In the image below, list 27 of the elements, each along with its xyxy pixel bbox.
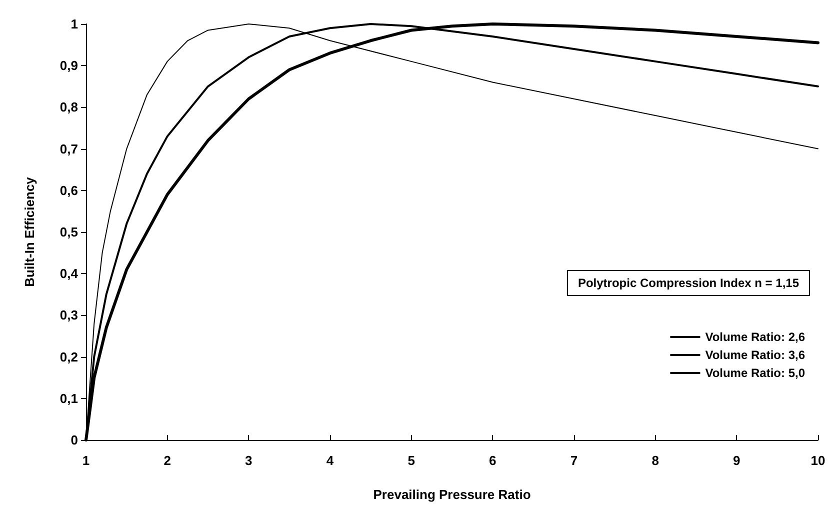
x-tick-label: 5 <box>408 453 415 468</box>
x-tick-label: 1 <box>82 453 90 468</box>
y-tick-label: 0,3 <box>60 308 78 323</box>
x-tick-label: 7 <box>570 453 578 468</box>
y-tick-label: 0,7 <box>60 141 78 156</box>
y-tick-label: 0,4 <box>60 266 79 282</box>
y-tick-label: 0,5 <box>60 224 78 240</box>
y-tick-label: 0,2 <box>60 349 78 364</box>
legend-label: Volume Ratio: 2,6 <box>705 330 806 344</box>
x-tick-label: 3 <box>245 453 252 468</box>
x-tick-label: 4 <box>326 453 334 468</box>
x-tick-label: 6 <box>489 453 496 468</box>
x-tick-label: 9 <box>733 453 740 468</box>
y-tick-label: 0,6 <box>60 182 78 198</box>
y-axis-title: Built-In Efficiency <box>22 176 37 287</box>
x-tick-label: 2 <box>164 453 171 468</box>
x-tick-label: 8 <box>652 453 659 468</box>
y-tick-label: 0 <box>70 432 78 448</box>
x-tick-label: 10 <box>810 453 826 468</box>
y-tick-label: 0,9 <box>60 58 78 74</box>
x-axis-title: Prevailing Pressure Ratio <box>373 487 531 502</box>
y-tick-label: 1 <box>70 16 78 32</box>
annotation: Polytropic Compression Index n = 1,15 <box>578 276 800 290</box>
legend-label: Volume Ratio: 5,0 <box>705 366 806 380</box>
y-tick-label: 0,8 <box>60 100 78 115</box>
legend-label: Volume Ratio: 3,6 <box>705 348 806 362</box>
y-tick-label: 0,1 <box>60 390 78 406</box>
